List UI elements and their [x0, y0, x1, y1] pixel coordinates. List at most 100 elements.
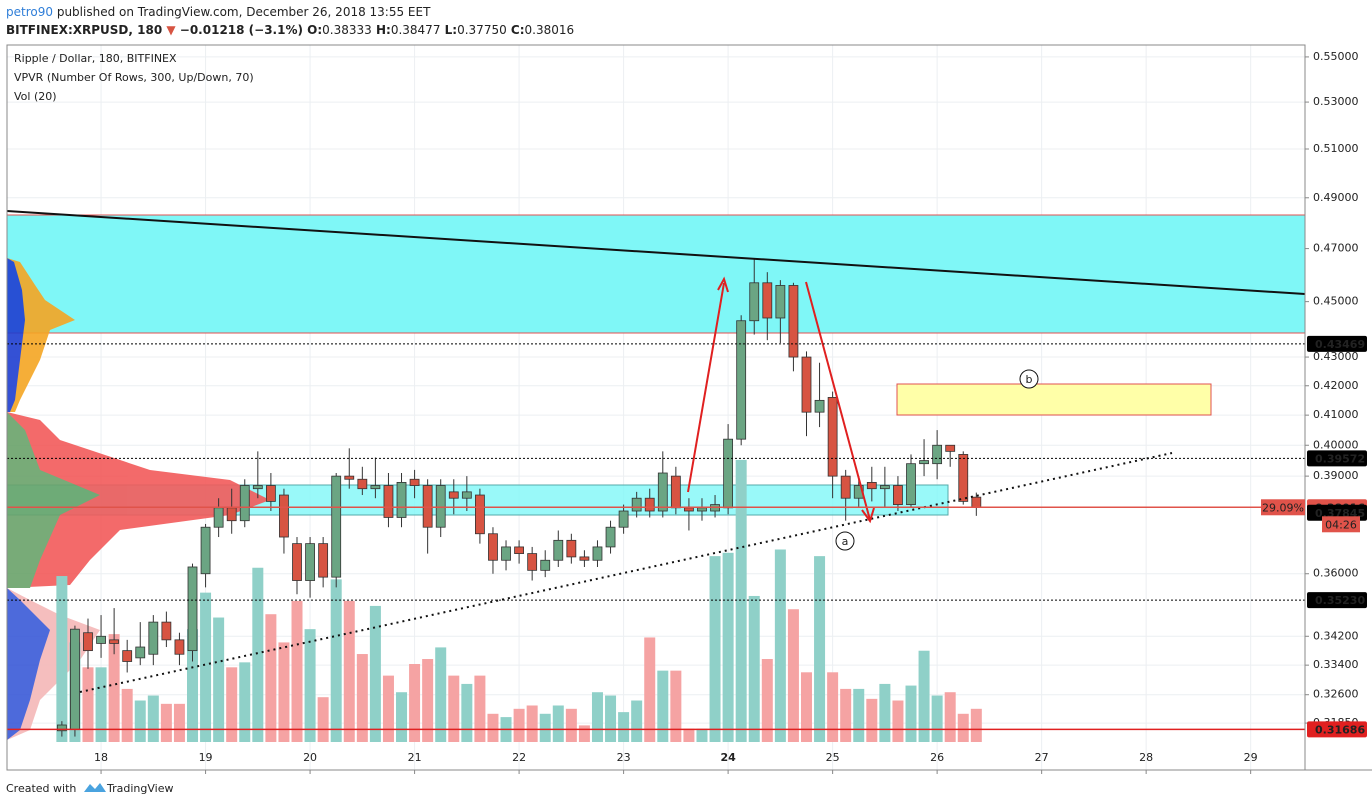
grid	[7, 45, 1305, 770]
candle-body	[827, 397, 838, 477]
arrow-head	[717, 276, 729, 293]
label-circle	[835, 531, 855, 551]
candle-body	[866, 481, 877, 490]
ohlc-value: 0.38333	[322, 23, 372, 37]
ohlc-key: O:	[307, 23, 322, 37]
candle-body	[670, 475, 681, 509]
volume-bar	[970, 708, 982, 742]
volume-bar	[382, 675, 394, 742]
logo	[84, 783, 106, 792]
candle-body	[488, 533, 498, 561]
target-zone	[896, 383, 1212, 416]
candle-body	[644, 497, 655, 512]
candles	[56, 259, 982, 737]
candle-body	[553, 539, 564, 561]
candle-body	[906, 463, 916, 505]
x-tick-label: 28	[1139, 751, 1153, 764]
candle-body	[148, 621, 159, 655]
ohlc-value: 0.38477	[391, 23, 441, 37]
candle-body	[200, 526, 211, 575]
y-tick-label: 0.39000	[1313, 469, 1359, 482]
candle-body	[96, 635, 106, 644]
candle-body	[697, 507, 707, 512]
y-tick-label: 0.49000	[1313, 191, 1359, 204]
price-tag	[1307, 450, 1367, 467]
x-tick-label: 27	[1035, 751, 1049, 764]
profile-up	[7, 588, 50, 740]
candle-body	[631, 497, 642, 512]
ohlc-value: 0.37750	[457, 23, 507, 37]
volume-bar	[683, 728, 695, 742]
volume-bar	[748, 595, 760, 742]
volume-bar	[591, 692, 603, 742]
candle-body	[788, 285, 799, 358]
candle-body	[514, 546, 524, 554]
volume-bar	[552, 705, 564, 742]
wave-label: a	[842, 535, 849, 548]
candle-body	[801, 356, 812, 413]
candle-body	[840, 475, 851, 499]
x-tick-label: 18	[94, 751, 108, 764]
volume-bar	[918, 650, 930, 742]
countdown-tag	[1322, 516, 1360, 533]
arrow	[805, 281, 871, 521]
volume-bar	[618, 712, 630, 742]
candle-body	[370, 485, 381, 490]
volume-bar	[827, 672, 839, 742]
profile-down	[7, 258, 25, 412]
volume-bar	[787, 609, 799, 742]
arrows	[687, 276, 875, 524]
volume-bar	[526, 705, 538, 742]
volume-bar	[409, 664, 421, 742]
volume-bar	[565, 708, 577, 742]
y-tick-label: 0.55000	[1313, 50, 1359, 63]
volume-bar	[147, 695, 159, 742]
candle-body	[919, 460, 929, 465]
candle-body	[958, 454, 969, 502]
y-tick-label: 0.51000	[1313, 142, 1359, 155]
candle-body	[501, 546, 511, 561]
ohlc-key: C:	[511, 23, 525, 37]
candle-body	[605, 526, 616, 548]
volume-bar	[56, 576, 68, 742]
candle-body	[684, 507, 694, 512]
candle-body	[135, 646, 146, 659]
volume-bar	[474, 675, 486, 742]
volume-bar	[369, 605, 381, 742]
volume-bar	[605, 695, 617, 742]
price-tag-label: 0.31686	[1315, 723, 1365, 736]
candle-body	[592, 546, 603, 561]
candle-body	[265, 485, 276, 502]
volume-bar	[265, 614, 277, 742]
volume-bar	[173, 703, 185, 742]
x-tick-label: 24	[720, 751, 736, 764]
y-tick-label: 0.41000	[1313, 408, 1359, 421]
candle-body	[56, 724, 67, 732]
x-tick-label: 29	[1244, 751, 1258, 764]
y-tick-label: 0.32600	[1313, 688, 1359, 701]
candle-body	[893, 485, 903, 505]
resistance-zone	[6, 214, 1306, 334]
published: published on TradingView.com, December 2…	[57, 5, 431, 19]
candle-body	[396, 481, 407, 518]
volume-profile	[7, 258, 270, 740]
volume-bar	[213, 617, 225, 742]
ohlc-value: 0.38016	[525, 23, 575, 37]
volume-bar	[905, 685, 917, 742]
volume-bar	[957, 713, 969, 742]
legend-item: Ripple / Dollar, 180, BITFINEX	[14, 52, 177, 65]
candle-body	[213, 507, 224, 528]
change: −0.01218 (−3.1%)	[180, 23, 303, 37]
label-circle	[1019, 369, 1039, 389]
price-tag-label: 0.35230	[1315, 594, 1365, 607]
ohlc-key: L:	[445, 23, 457, 37]
volume-bar	[291, 600, 303, 742]
volume-bar	[840, 688, 852, 742]
candle-body	[540, 559, 551, 571]
candle-body	[109, 639, 120, 644]
volume-bar	[578, 725, 590, 742]
volume-bar	[879, 683, 891, 742]
volume-bar	[252, 567, 264, 742]
candle-body	[331, 475, 342, 578]
volume-bar	[108, 634, 120, 742]
